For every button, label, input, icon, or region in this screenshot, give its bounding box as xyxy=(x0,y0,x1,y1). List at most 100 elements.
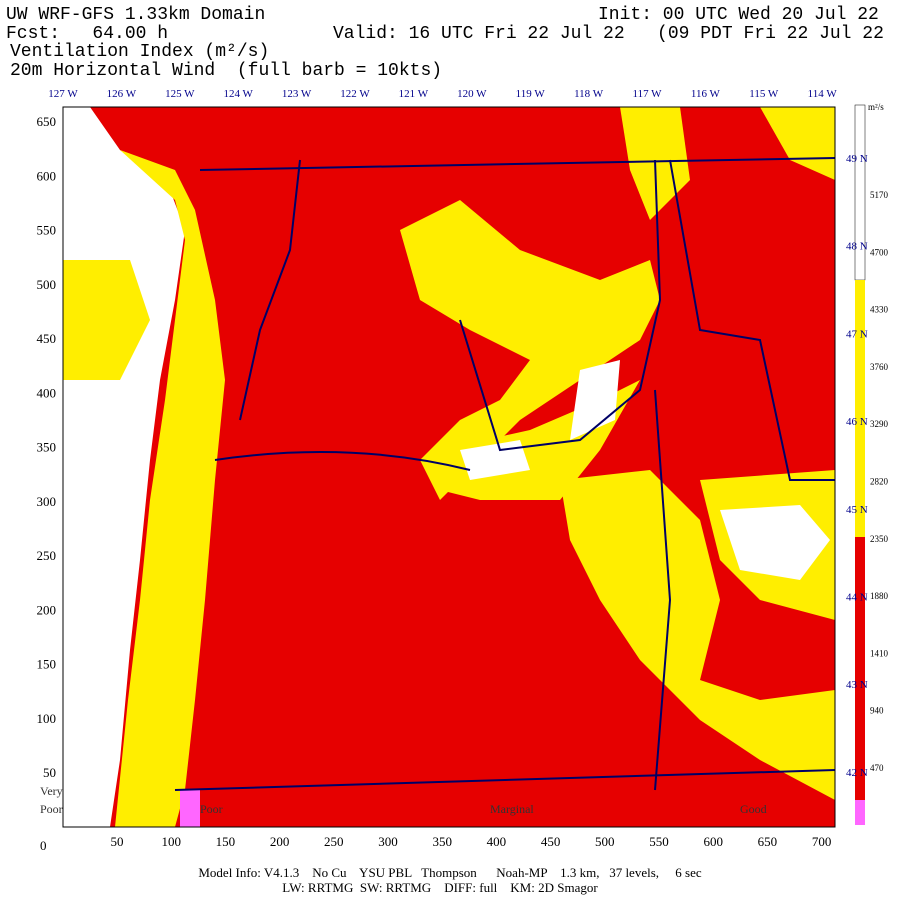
longitude-label: 124 W xyxy=(223,88,253,100)
x-axis-label: 450 xyxy=(541,834,561,849)
y-axis-label: 400 xyxy=(37,385,57,400)
longitude-label: 122 W xyxy=(340,88,370,100)
latitude-label: 48 N xyxy=(846,241,868,253)
x-axis-label: 350 xyxy=(432,834,452,849)
colorbar-unit: m²/s xyxy=(868,102,884,112)
annotation: Poor xyxy=(40,802,63,816)
longitude-label: 114 W xyxy=(808,88,838,100)
colorbar-label: 2350 xyxy=(870,534,889,544)
y-axis-label: 300 xyxy=(37,494,57,509)
y-axis-label: 500 xyxy=(37,277,57,292)
x-axis-label: 100 xyxy=(161,834,181,849)
wind-desc: 20m Horizontal Wind (full barb = 10kts) xyxy=(10,61,442,81)
yellow-southeast xyxy=(560,470,835,800)
longitude-label: 117 W xyxy=(632,88,662,100)
colorbar-label: 1410 xyxy=(870,648,889,658)
borders xyxy=(174,157,836,791)
y-axis-label: 250 xyxy=(37,548,57,563)
border-line xyxy=(199,157,836,171)
annotation: Poor xyxy=(200,802,223,816)
annotation: Marginal xyxy=(490,802,534,816)
x-origin-label: 0 xyxy=(40,838,47,853)
footer-line: LW: RRTMG SW: RRTMG DIFF: full KM: 2D Sm… xyxy=(282,880,598,895)
latitude-label: 43 N xyxy=(846,679,868,691)
border-line xyxy=(174,769,836,791)
longitude-label: 123 W xyxy=(282,88,312,100)
y-axis-label: 550 xyxy=(37,223,57,238)
white-patch xyxy=(720,505,830,580)
longitude-label: 126 W xyxy=(107,88,137,100)
colorbar-label: 2820 xyxy=(870,477,889,487)
y-axis-label: 50 xyxy=(43,765,56,780)
map xyxy=(62,106,836,828)
latitude-label: 42 N xyxy=(846,767,868,779)
colorbar-label: 4700 xyxy=(870,247,889,257)
border-line xyxy=(669,159,835,481)
colorbar-red xyxy=(855,537,865,800)
valid-time: Valid: 16 UTC Fri 22 Jul 22 (09 PDT Fri … xyxy=(333,24,900,44)
x-axis-label: 600 xyxy=(703,834,723,849)
yellow-patch xyxy=(63,260,150,380)
latitude-label: 47 N xyxy=(846,328,868,340)
field-name: Ventilation Index (m²/s) xyxy=(10,42,269,62)
x-axis-label: 650 xyxy=(758,834,778,849)
annotation: Good xyxy=(740,802,767,816)
x-axis-label: 150 xyxy=(216,834,236,849)
coastal-yellow xyxy=(115,150,225,827)
longitude-label: 118 W xyxy=(574,88,604,100)
x-axis-label: 300 xyxy=(378,834,398,849)
x-axis-label: 200 xyxy=(270,834,290,849)
colorbar-yellow xyxy=(855,280,865,537)
longitude-label: 116 W xyxy=(691,88,721,100)
forecast-hour: Fcst: 64.00 h xyxy=(6,24,168,44)
colorbar-label: 5170 xyxy=(870,190,889,200)
annotation: Very xyxy=(40,784,63,798)
y-axis-label: 350 xyxy=(37,440,57,455)
border-line xyxy=(239,159,301,421)
colorbar-label: 4330 xyxy=(870,305,889,315)
magenta-patch xyxy=(180,790,200,827)
title: UW WRF-GFS 1.33km Domain xyxy=(6,5,265,25)
longitude-label: 115 W xyxy=(749,88,779,100)
border-line xyxy=(654,389,672,791)
y-axis-label: 200 xyxy=(37,602,57,617)
y-axis-label: 600 xyxy=(37,168,57,183)
map-frame xyxy=(62,106,836,828)
latitude-label: 49 N xyxy=(846,153,868,165)
y-axis-label: 450 xyxy=(37,331,57,346)
y-axis-label: 150 xyxy=(37,657,57,672)
colorbar-label: 3760 xyxy=(870,362,889,372)
x-axis-label: 250 xyxy=(324,834,344,849)
x-axis-label: 400 xyxy=(487,834,507,849)
x-axis-label: 50 xyxy=(111,834,124,849)
longitude-label: 127 W xyxy=(48,88,78,100)
white-patch xyxy=(570,360,620,440)
y-axis-label: 100 xyxy=(37,711,57,726)
white-patch xyxy=(460,440,530,480)
border-line xyxy=(459,159,662,452)
colorbar-label: 1880 xyxy=(870,591,889,601)
border-line xyxy=(214,451,471,471)
colorbar-label: 3290 xyxy=(870,419,889,429)
x-axis-label: 500 xyxy=(595,834,615,849)
longitude-label: 120 W xyxy=(457,88,487,100)
latitude-label: 44 N xyxy=(846,592,868,604)
y-axis-label: 650 xyxy=(37,114,57,129)
x-axis-label: 550 xyxy=(649,834,669,849)
yellow-north xyxy=(760,107,835,180)
yellow-basin xyxy=(400,200,660,500)
colorbar-white xyxy=(854,104,866,281)
longitude-label: 125 W xyxy=(165,88,195,100)
footer-line: Model Info: V4.1.3 No Cu YSU PBL Thompso… xyxy=(198,865,701,880)
colorbar-label: 470 xyxy=(870,763,884,773)
latitude-label: 45 N xyxy=(846,504,868,516)
x-axis-label: 700 xyxy=(812,834,832,849)
colorbar-magenta xyxy=(855,800,865,825)
longitude-label: 121 W xyxy=(399,88,429,100)
colorbar-label: 940 xyxy=(870,706,884,716)
longitude-label: 119 W xyxy=(516,88,546,100)
colorbar: m²/s xyxy=(854,102,884,825)
init-time: Init: 00 UTC Wed 20 Jul 22 xyxy=(598,5,879,25)
